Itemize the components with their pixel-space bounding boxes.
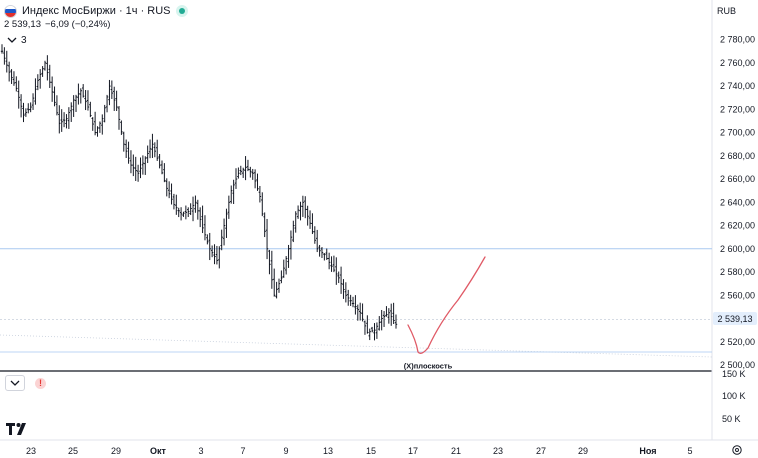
time-axis-label: Окт (150, 446, 167, 456)
time-axis[interactable]: 23 25 29 Окт 3 7 9 13 15 17 21 23 27 29 Ноя 5 (26, 446, 693, 456)
price-axis-label: 2 620,00 (720, 221, 755, 231)
currency-selector[interactable]: RUB (712, 3, 754, 18)
last-price: 2 539,13 (4, 19, 41, 30)
time-axis-label: 23 (26, 446, 36, 456)
tradingview-logo-icon (6, 423, 26, 435)
time-axis-label: 25 (68, 446, 78, 456)
current-price-tag (713, 312, 757, 325)
ohlc-bars (0, 44, 398, 341)
indicators-count: 3 (21, 34, 27, 46)
price-axis-label: 2 600,00 (720, 244, 755, 254)
gear-icon[interactable] (732, 445, 742, 455)
market-status-icon[interactable] (175, 5, 188, 17)
volume-axis-label: 50 K (722, 414, 741, 424)
indicators-toggle[interactable]: 3 (4, 33, 30, 47)
tradingview-logo[interactable] (6, 422, 28, 438)
chevron-down-icon (10, 380, 20, 386)
volume-axis-label: 100 K (722, 391, 746, 401)
time-axis-label: 17 (408, 446, 418, 456)
warning-icon[interactable]: ! (35, 377, 46, 389)
time-axis-label: 15 (366, 446, 376, 456)
annotation-label[interactable]: (X)плоскость (404, 362, 453, 371)
price-row: 2 539,13 −6,09 (−0,24%) (4, 19, 110, 30)
volume-pane-collapse-button[interactable] (5, 375, 25, 391)
symbol-title[interactable]: Индекс МосБиржи · 1ч · RUS (22, 5, 171, 17)
price-axis-label: 2 660,00 (720, 174, 755, 184)
time-axis-label: 29 (111, 446, 121, 456)
price-axis-label: 2 740,00 (720, 81, 755, 91)
time-axis-label: Ноя (639, 446, 656, 456)
time-axis-label: 21 (451, 446, 461, 456)
time-axis-label: 7 (240, 446, 245, 456)
russia-flag-icon (4, 4, 17, 18)
price-axis-label: 2 560,00 (720, 290, 755, 300)
price-axis-label: 2 700,00 (720, 128, 755, 138)
drawn-forecast-curve[interactable] (407, 256, 486, 354)
price-axis-label: 2 520,00 (720, 337, 755, 347)
price-axis-label: 2 580,00 (720, 267, 755, 277)
price-axis-label: 2 500,00 (720, 360, 755, 370)
chart-header: Индекс МосБиржи · 1ч · RUS 2 539,13 −6,0… (0, 0, 710, 47)
price-axis-label: 2 780,00 (720, 35, 755, 45)
currency-label: RUB (717, 5, 737, 16)
symbol-title-row[interactable]: Индекс МосБиржи · 1ч · RUS (4, 4, 188, 18)
volume-pane-controls: ! (5, 375, 46, 391)
time-axis-label: 27 (536, 446, 546, 456)
time-axis-label: 9 (283, 446, 288, 456)
price-change: −6,09 (−0,24%) (44, 19, 111, 30)
price-axis-label: 2 680,00 (720, 151, 755, 161)
price-axis-label: 2 720,00 (720, 104, 755, 114)
time-axis-label: 23 (493, 446, 503, 456)
time-axis-label: 5 (687, 446, 692, 456)
volume-axis-label: 150 K (722, 369, 746, 379)
sloped-trend-line[interactable] (0, 334, 713, 358)
time-axis-label: 13 (323, 446, 333, 456)
price-axis-label: 2 760,00 (720, 58, 755, 68)
price-axis-label: 2 640,00 (720, 197, 755, 207)
time-axis-label: 29 (578, 446, 588, 456)
current-price-tag-label: 2 539,13 (717, 314, 752, 324)
time-axis-label: 3 (198, 446, 203, 456)
chevron-down-icon (7, 37, 17, 43)
